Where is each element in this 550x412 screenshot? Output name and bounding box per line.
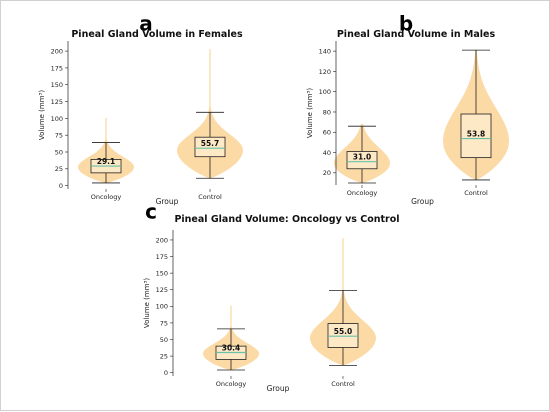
y-tick-label: 150 [156, 270, 168, 278]
median-label: 55.0 [334, 327, 353, 336]
y-tick-label: 75 [160, 319, 168, 327]
box-oncology [346, 151, 378, 170]
y-tick-label: 200 [51, 47, 63, 55]
x-tick-label: Oncology [347, 189, 378, 197]
y-tick-label: 50 [160, 336, 168, 344]
chart-title: Pineal Gland Volume in Males [337, 29, 496, 40]
x-tick-label: Oncology [91, 193, 122, 201]
y-tick-label: 120 [319, 68, 331, 76]
x-axis-label: Group [411, 197, 434, 206]
x-tick-label: Oncology [216, 380, 247, 388]
median-label: 31.0 [353, 153, 372, 162]
x-tick-label: Control [464, 189, 488, 197]
y-tick-label: 100 [319, 88, 331, 96]
y-tick-label: 140 [319, 48, 331, 56]
median-label: 53.8 [467, 130, 486, 139]
y-axis-label: Volume (mm³) [306, 88, 314, 138]
x-tick-label: Control [198, 193, 222, 201]
y-tick-label: 80 [323, 108, 331, 116]
y-tick-label: 150 [51, 81, 63, 89]
y-axis-label: Volume (mm³) [38, 90, 46, 140]
median-label: 30.4 [222, 344, 241, 353]
x-tick-label: Control [331, 380, 355, 388]
y-tick-label: 100 [51, 115, 63, 123]
panel-c: c Pineal Gland Volume: Oncology vs Contro… [143, 200, 400, 394]
y-tick-label: 175 [156, 253, 168, 261]
y-tick-label: 175 [51, 64, 63, 72]
panel-letter: a [139, 12, 153, 36]
box-control [194, 136, 226, 158]
panel-letter: c [145, 200, 157, 224]
y-tick-label: 40 [323, 149, 331, 157]
y-tick-label: 60 [323, 129, 331, 137]
x-axis-label: Group [267, 384, 290, 393]
y-tick-label: 125 [156, 286, 168, 294]
box-control [327, 323, 359, 348]
x-axis-label: Group [156, 197, 179, 206]
y-axis-label: Volume (mm³) [143, 278, 151, 328]
y-tick-label: 100 [156, 303, 168, 311]
median-label: 29.1 [97, 157, 116, 166]
y-tick-label: 125 [51, 98, 63, 106]
y-tick-label: 0 [59, 182, 63, 190]
y-tick-label: 200 [156, 236, 168, 244]
panel-letter: b [399, 12, 413, 36]
chart-title: Pineal Gland Volume in Females [71, 29, 243, 40]
y-tick-label: 25 [160, 352, 168, 360]
median-label: 55.7 [201, 139, 220, 148]
y-tick-label: 75 [55, 132, 63, 140]
y-tick-label: 50 [55, 148, 63, 156]
y-tick-label: 20 [323, 169, 331, 177]
y-tick-label: 25 [55, 165, 63, 173]
box-control [460, 113, 492, 159]
chart-title: Pineal Gland Volume: Oncology vs Control [174, 214, 399, 225]
y-tick-label: 0 [164, 369, 168, 377]
